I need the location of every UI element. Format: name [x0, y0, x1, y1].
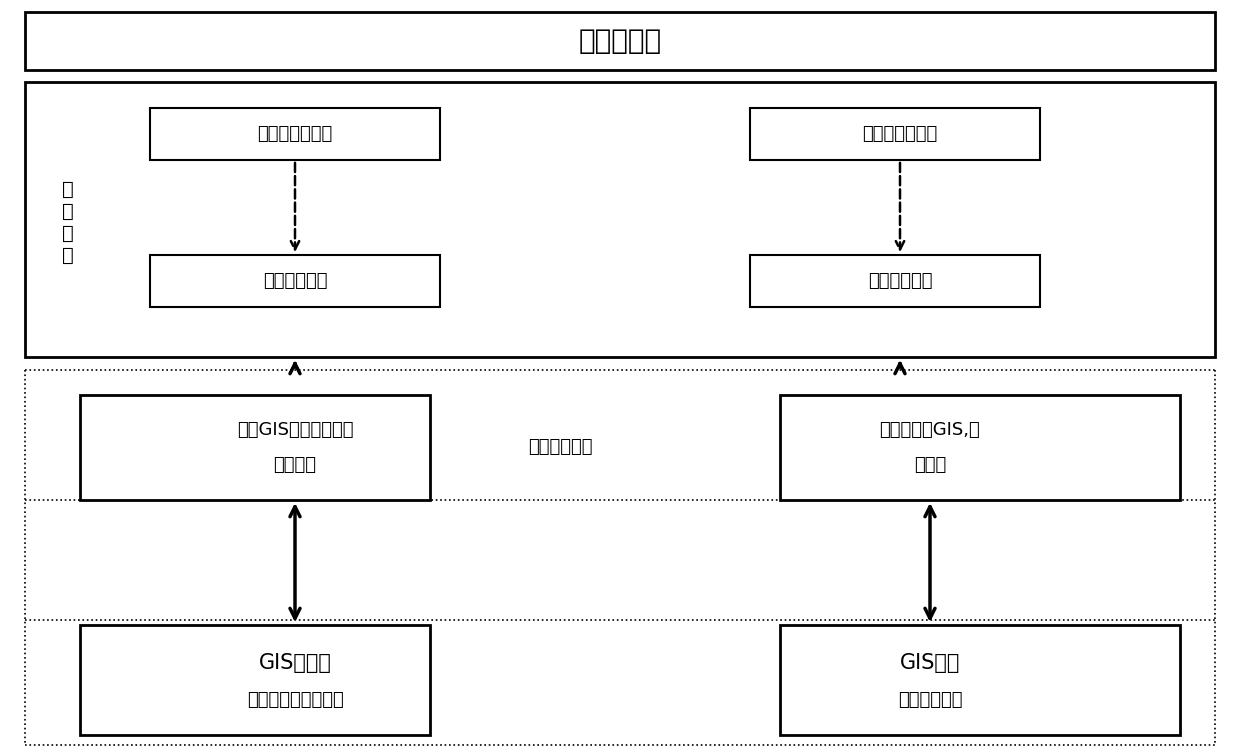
Text: 三维水质模型: 三维水质模型 [868, 272, 932, 290]
Bar [780, 625, 1180, 735]
Text: 调用模型: 调用模型 [274, 456, 316, 474]
Text: 二维水动力模型: 二维水动力模型 [258, 125, 332, 143]
Bar [81, 395, 430, 500]
Text: 选择参数、边界条件: 选择参数、边界条件 [247, 691, 343, 709]
Bar [780, 395, 1180, 500]
Text: 二维水质模型: 二维水质模型 [263, 272, 327, 290]
Text: 并
行
结
构: 并 行 结 构 [62, 179, 74, 264]
Text: 三维水动力模型: 三维水动力模型 [862, 125, 937, 143]
Bar [81, 625, 430, 735]
Text: 输出数据到GIS,复: 输出数据到GIS,复 [879, 421, 981, 439]
Bar [750, 255, 1040, 307]
Text: 模型管理技术: 模型管理技术 [528, 438, 593, 456]
Bar [150, 108, 440, 160]
Bar [750, 108, 1040, 160]
Bar [25, 12, 1215, 70]
Bar [25, 82, 1215, 357]
Text: GIS数据库: GIS数据库 [259, 653, 331, 673]
Text: 数据结果输出: 数据结果输出 [898, 691, 962, 709]
Text: GIS组件: GIS组件 [900, 653, 960, 673]
Bar [150, 255, 440, 307]
Text: 模型库体系: 模型库体系 [578, 27, 662, 55]
Text: 位模型: 位模型 [914, 456, 946, 474]
Text: 获取GIS数据，初始化: 获取GIS数据，初始化 [237, 421, 353, 439]
